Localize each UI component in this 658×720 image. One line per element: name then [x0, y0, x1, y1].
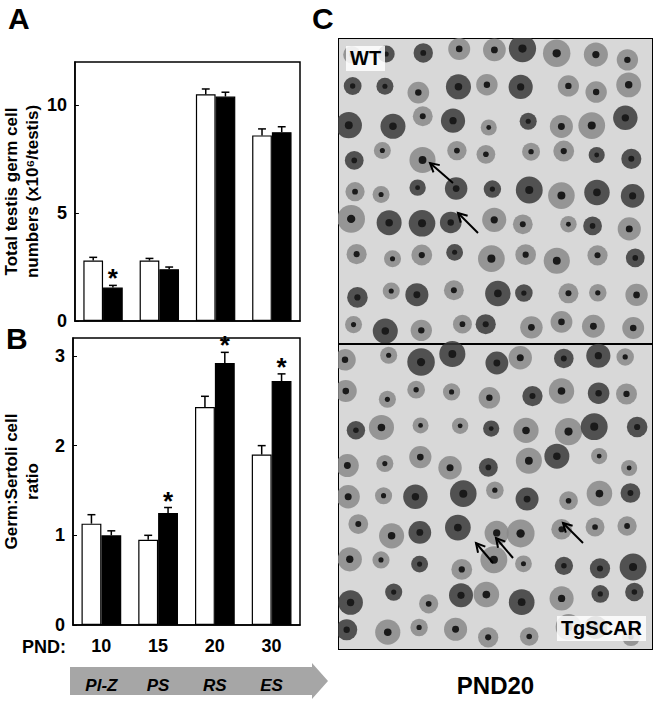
svg-text:10: 10 [47, 95, 67, 115]
svg-text:15: 15 [148, 636, 168, 656]
html-text:A: A [8, 2, 30, 35]
svg-text:PS: PS [147, 676, 170, 695]
svg-text:5: 5 [57, 203, 67, 223]
html-text:TgSCAR: TgSCAR [560, 617, 642, 639]
svg-text:PND:: PND: [22, 637, 66, 657]
svg-text:*: * [276, 352, 287, 382]
svg-text:RS: RS [203, 676, 227, 695]
svg-text:2: 2 [55, 436, 65, 456]
svg-text:10: 10 [91, 636, 111, 656]
svg-text:ratio: ratio [23, 463, 42, 500]
svg-text:0: 0 [57, 311, 67, 331]
svg-text:*: * [220, 330, 231, 360]
svg-text:*: * [163, 486, 174, 516]
svg-text:numbers (x10⁶/testis): numbers (x10⁶/testis) [23, 105, 42, 278]
svg-text:0: 0 [55, 615, 65, 635]
html-text:B: B [6, 322, 28, 355]
svg-text:*: * [108, 263, 119, 293]
svg-text:30: 30 [262, 636, 282, 656]
svg-text:Total testis germ cell: Total testis germ cell [2, 108, 21, 276]
svg-text:ES: ES [260, 676, 283, 695]
html-text:PND20: PND20 [456, 672, 535, 699]
html-text:C: C [312, 2, 334, 35]
svg-text:Germ:Sertoli cell: Germ:Sertoli cell [2, 413, 21, 549]
svg-text:20: 20 [205, 636, 225, 656]
svg-text:3: 3 [55, 346, 65, 366]
html-text:WT: WT [350, 47, 382, 69]
svg-text:Pl-Z: Pl-Z [85, 676, 118, 695]
svg-text:1: 1 [55, 525, 65, 545]
